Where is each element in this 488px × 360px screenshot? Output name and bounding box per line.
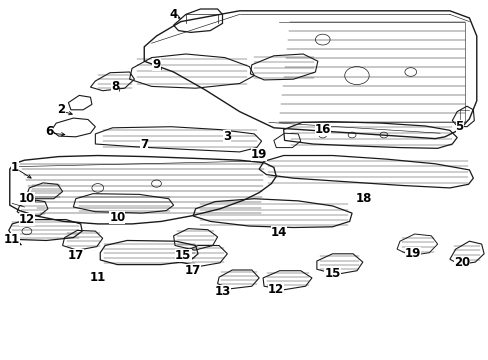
Text: 2: 2 <box>57 103 65 116</box>
Text: 3: 3 <box>223 130 231 143</box>
Text: 1: 1 <box>11 161 19 174</box>
Text: 19: 19 <box>404 247 421 260</box>
Text: 12: 12 <box>267 283 284 296</box>
Text: 7: 7 <box>140 138 148 150</box>
Text: 20: 20 <box>453 256 469 269</box>
Text: 13: 13 <box>214 285 230 298</box>
Text: 14: 14 <box>270 226 286 239</box>
Text: 12: 12 <box>19 213 35 226</box>
Text: 8: 8 <box>111 80 119 93</box>
Text: 15: 15 <box>324 267 340 280</box>
Text: 11: 11 <box>4 233 20 246</box>
Text: 5: 5 <box>455 120 463 132</box>
Text: 6: 6 <box>45 125 53 138</box>
Text: 4: 4 <box>169 8 177 21</box>
Text: 11: 11 <box>89 271 106 284</box>
Text: 19: 19 <box>250 148 267 161</box>
Text: 17: 17 <box>67 249 84 262</box>
Text: 10: 10 <box>109 211 125 224</box>
Text: 10: 10 <box>19 192 35 204</box>
Text: 15: 15 <box>175 249 191 262</box>
Text: 9: 9 <box>152 58 160 71</box>
Text: 16: 16 <box>314 123 330 136</box>
Text: 18: 18 <box>355 192 372 204</box>
Text: 17: 17 <box>184 264 201 276</box>
